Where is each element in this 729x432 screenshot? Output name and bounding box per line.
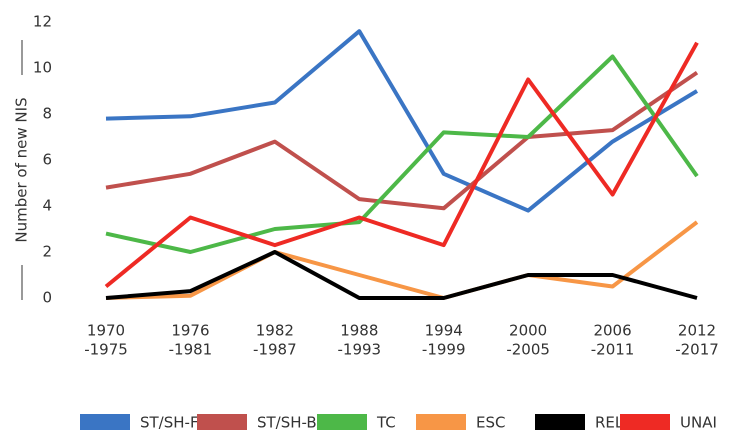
x-tick-label: 2000	[509, 322, 547, 340]
x-tick-label: -1975	[84, 341, 128, 359]
y-tick-label: 4	[42, 197, 52, 215]
y-tick-label: 0	[42, 289, 52, 307]
series-line	[104, 41, 699, 289]
legend-swatch	[197, 414, 247, 430]
x-tick-label: -1993	[337, 341, 381, 359]
y-tick-label: 10	[33, 59, 52, 77]
legend-label: REL	[595, 414, 624, 432]
x-tick-label: -1987	[253, 341, 297, 359]
legend-swatch	[317, 414, 367, 430]
x-tick-label: -2005	[506, 341, 550, 359]
y-tick-label: 8	[42, 105, 52, 123]
legend-label: TC	[376, 414, 396, 432]
legend-label: UNAI	[680, 414, 717, 432]
series-line	[105, 220, 699, 300]
series-line	[105, 54, 699, 254]
x-tick-label: 2012	[678, 322, 716, 340]
legend-swatch	[80, 414, 130, 430]
x-tick-label: 1976	[171, 322, 209, 340]
y-tick-label: 6	[42, 151, 52, 169]
legend-swatch	[416, 414, 466, 430]
x-tick-label: 1994	[425, 322, 463, 340]
series-line	[105, 70, 699, 211]
x-tick-label: -1999	[422, 341, 466, 359]
y-tick-label: 12	[33, 13, 52, 31]
x-tick-label: -1981	[169, 341, 213, 359]
legend-label: ST/SH-BAL	[257, 414, 336, 432]
legend-swatch	[535, 414, 585, 430]
y-axis-label: Number of new NIS	[13, 97, 31, 242]
x-tick-label: 2006	[593, 322, 631, 340]
legend-swatch	[620, 414, 670, 430]
series-line	[105, 29, 699, 213]
x-tick-label: 1988	[340, 322, 378, 340]
series-line	[105, 250, 698, 300]
legend-label: ESC	[476, 414, 505, 432]
x-tick-label: 1970	[87, 322, 125, 340]
y-tick-label: 2	[42, 243, 52, 261]
x-tick-label: 1982	[256, 322, 294, 340]
x-tick-label: -2011	[591, 341, 635, 359]
x-tick-label: -2017	[675, 341, 719, 359]
